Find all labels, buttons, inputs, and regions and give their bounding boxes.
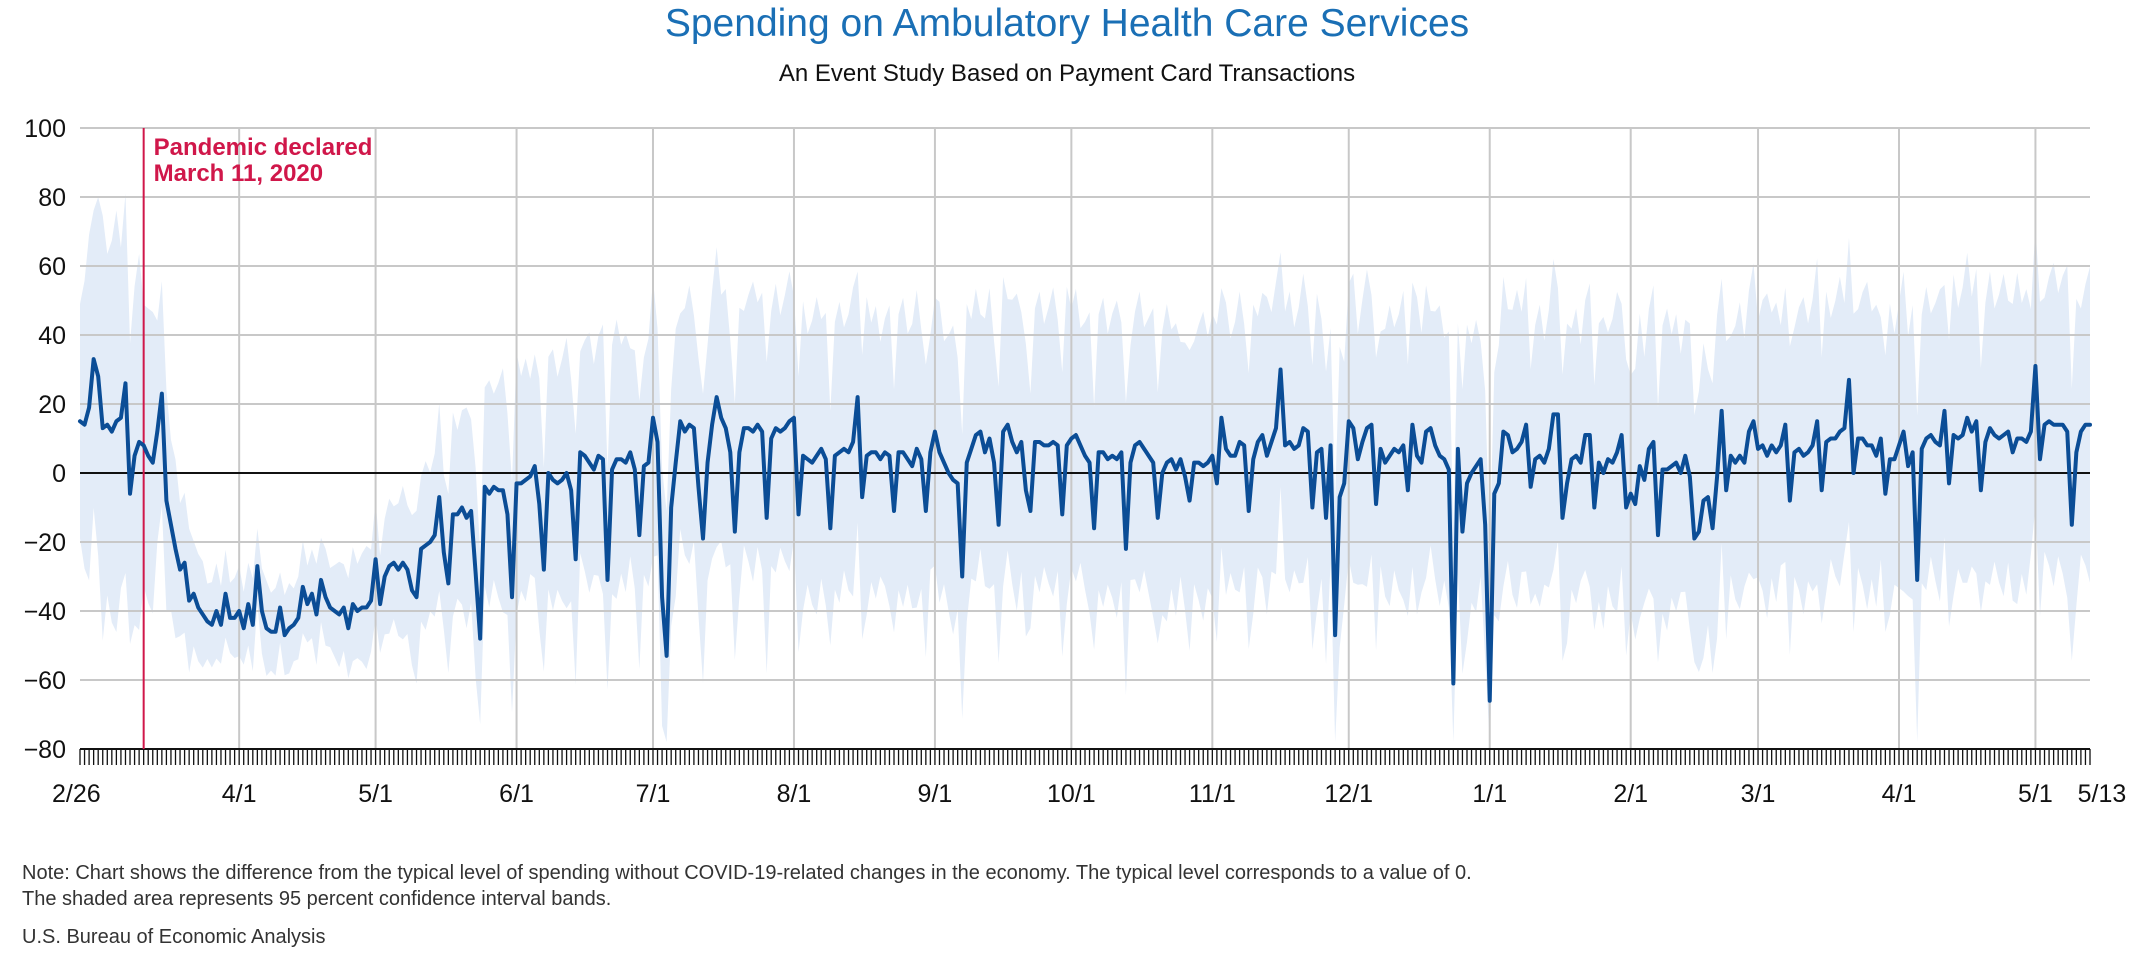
event-label-line-1: Pandemic declared <box>154 134 373 161</box>
x-tick-label: 2/1 <box>1613 780 1648 808</box>
y-tick-label: 40 <box>38 322 66 350</box>
x-tick-label: 6/1 <box>499 780 534 808</box>
data-points <box>79 359 2091 701</box>
x-tick-label: 12/1 <box>1324 780 1373 808</box>
y-tick-label: −40 <box>24 598 66 626</box>
x-tick-label: 5/13 <box>2078 780 2127 808</box>
x-tick-label: 2/26 <box>52 780 101 808</box>
chart-note-line-2: The shaded area represents 95 percent co… <box>22 888 612 910</box>
y-tick-label: −20 <box>24 529 66 557</box>
x-tick-label: 3/1 <box>1741 780 1776 808</box>
y-tick-label: 20 <box>38 391 66 419</box>
y-tick-label: 60 <box>38 253 66 281</box>
y-tick-label: −80 <box>24 736 66 764</box>
event-label-line-2: March 11, 2020 <box>154 160 323 187</box>
x-tick-label: 9/1 <box>918 780 953 808</box>
x-tick-label: 4/1 <box>222 780 257 808</box>
chart-subtitle: An Event Study Based on Payment Card Tra… <box>778 60 1356 87</box>
x-tick-label: 4/1 <box>1882 780 1917 808</box>
x-tick-label: 7/1 <box>636 780 671 808</box>
x-tick-label: 1/1 <box>1472 780 1507 808</box>
y-tick-label: 0 <box>52 460 66 488</box>
confidence-band <box>80 193 2090 743</box>
line-chart: −80 −60 −40 −20 0 20 40 60 80 100 2/26 4/1 5/1 6/1 7/1… <box>24 115 2127 808</box>
chart-note-line-1: Note: Chart shows the difference from th… <box>22 862 1472 884</box>
x-tick-label: 8/1 <box>777 780 812 808</box>
y-tick-label: 80 <box>38 184 66 212</box>
x-tick-label: 10/1 <box>1047 780 1096 808</box>
y-tick-label: 100 <box>24 115 66 143</box>
x-tick-label: 5/1 <box>358 780 393 808</box>
x-tick-label: 11/1 <box>1189 780 1236 808</box>
chart-title: Spending on Ambulatory Health Care Servi… <box>664 2 1470 45</box>
chart-source: U.S. Bureau of Economic Analysis <box>22 926 326 948</box>
y-tick-label: −60 <box>24 667 66 695</box>
x-axis-day-ticks <box>79 749 2091 765</box>
x-tick-label: 5/1 <box>2018 780 2053 808</box>
